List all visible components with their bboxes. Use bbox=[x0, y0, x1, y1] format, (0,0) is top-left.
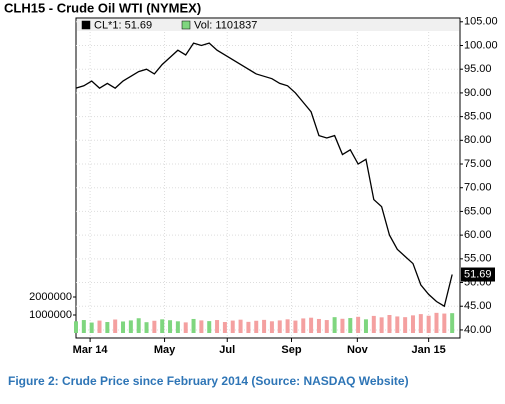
y-tick-label: 90.00 bbox=[464, 87, 492, 99]
volume-bar bbox=[113, 319, 118, 333]
legend-swatch bbox=[81, 20, 91, 30]
volume-bar bbox=[293, 320, 298, 333]
volume-bar bbox=[395, 316, 400, 333]
volume-bar bbox=[426, 315, 431, 333]
y-tick-label: 40.00 bbox=[464, 324, 492, 336]
y-tick-label: 70.00 bbox=[464, 182, 492, 194]
volume-bar bbox=[442, 313, 447, 333]
volume-bar bbox=[254, 320, 259, 333]
volume-bar bbox=[160, 319, 165, 333]
volume-bar bbox=[332, 317, 337, 333]
y-tick-label: 105.00 bbox=[464, 16, 498, 28]
volume-bar bbox=[121, 321, 126, 333]
volume-bar bbox=[410, 315, 415, 333]
volume-bar bbox=[387, 315, 392, 333]
y-tick-label: 65.00 bbox=[464, 205, 492, 217]
volume-bar bbox=[371, 315, 376, 333]
last-price-box bbox=[461, 267, 495, 282]
y-tick-label: 55.00 bbox=[464, 253, 492, 265]
volume-bar bbox=[418, 314, 423, 333]
y-tick-label: 75.00 bbox=[464, 158, 492, 170]
volume-bar bbox=[105, 322, 110, 333]
legend-label: Vol: 1101837 bbox=[194, 19, 257, 31]
y-tick-label: 85.00 bbox=[464, 111, 492, 123]
volume-bar bbox=[183, 322, 188, 333]
volume-bar bbox=[144, 322, 149, 333]
y-tick-label: 45.00 bbox=[464, 300, 492, 312]
volume-bar bbox=[222, 322, 227, 333]
volume-bar bbox=[246, 321, 251, 333]
volume-bar bbox=[89, 322, 94, 333]
volume-bar bbox=[207, 321, 212, 333]
caption: Figure 2: Crude Price since February 201… bbox=[8, 374, 409, 388]
volume-bar bbox=[152, 320, 157, 333]
y-tick-label: 100.00 bbox=[464, 39, 498, 51]
volume-bar bbox=[262, 319, 267, 333]
volume-bar bbox=[168, 320, 173, 333]
volume-bar bbox=[316, 318, 321, 333]
y-tick-label: 95.00 bbox=[464, 63, 492, 75]
y2-tick-label: 1000000 bbox=[29, 309, 72, 321]
legend-swatch bbox=[181, 20, 191, 30]
x-tick-label: Jul bbox=[219, 344, 235, 356]
legend-label: CL*1: 51.69 bbox=[94, 19, 152, 31]
x-tick-label: Mar 14 bbox=[73, 344, 109, 356]
volume-bar bbox=[136, 318, 141, 333]
volume-bar bbox=[97, 320, 102, 333]
volume-bar bbox=[379, 317, 384, 333]
y-tick-label: 80.00 bbox=[464, 134, 492, 146]
volume-bar bbox=[74, 321, 78, 333]
volume-bar bbox=[230, 320, 235, 333]
x-tick-label: Nov bbox=[347, 344, 369, 356]
volume-bar bbox=[403, 317, 408, 333]
plot-frame bbox=[75, 17, 461, 339]
volume-bar bbox=[450, 313, 455, 333]
x-tick-label: May bbox=[154, 344, 176, 356]
volume-bar bbox=[191, 318, 196, 333]
volume-bar bbox=[356, 316, 361, 333]
volume-bar bbox=[301, 318, 306, 333]
volume-bar bbox=[199, 320, 204, 333]
x-tick-label: Sep bbox=[281, 344, 301, 356]
volume-bar bbox=[215, 320, 220, 333]
volume-bar bbox=[238, 319, 243, 333]
volume-bar bbox=[285, 319, 290, 333]
volume-bar bbox=[175, 321, 180, 333]
volume-bar bbox=[128, 320, 133, 333]
volume-bar bbox=[363, 319, 368, 333]
x-tick-label: Jan 15 bbox=[412, 344, 446, 356]
volume-bar bbox=[269, 321, 274, 333]
volume-bar bbox=[348, 318, 353, 333]
last-price-label: 51.69 bbox=[464, 268, 492, 280]
y-tick-label: 60.00 bbox=[464, 229, 492, 241]
volume-bar bbox=[309, 317, 314, 333]
volume-bar bbox=[434, 312, 439, 333]
price-line bbox=[75, 42, 453, 308]
chart-title: CLH15 - Crude Oil WTI (NYMEX) bbox=[4, 0, 201, 15]
volume-bar bbox=[324, 320, 329, 333]
y2-tick-label: 2000000 bbox=[29, 291, 72, 303]
volume-bar bbox=[277, 320, 282, 333]
volume-bar bbox=[340, 318, 345, 333]
legend-strip bbox=[77, 19, 459, 31]
volume-bar bbox=[81, 320, 86, 333]
